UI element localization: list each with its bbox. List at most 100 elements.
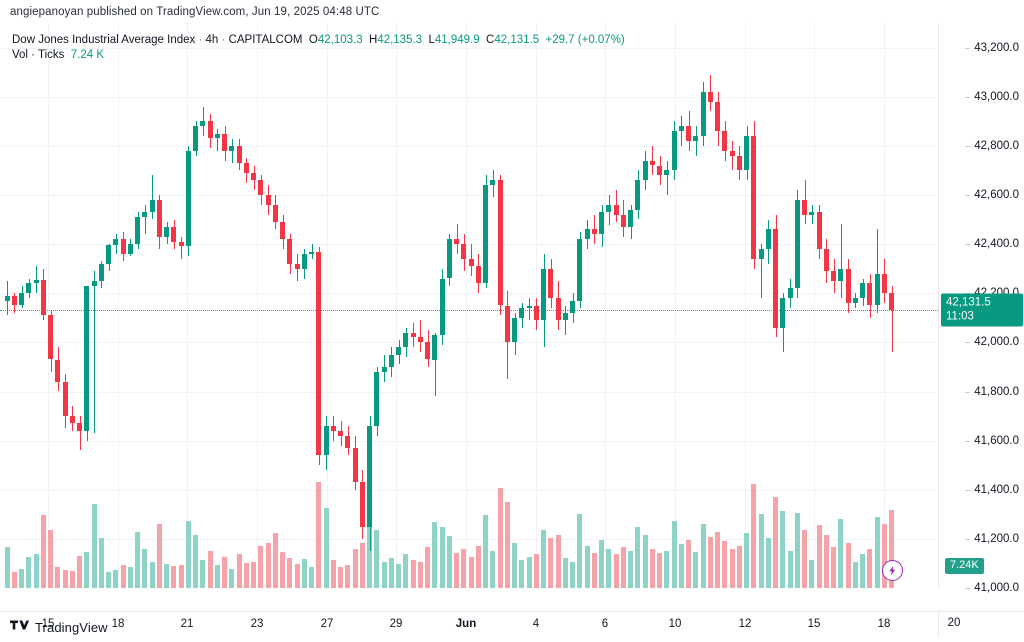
candle-body	[62, 381, 68, 417]
legend-open-value: 42,103.3	[317, 34, 363, 46]
candle-body	[809, 212, 815, 215]
volume-bar	[149, 562, 155, 588]
price-axis-tick: 42,000.0	[965, 336, 1019, 348]
volume-bar	[156, 524, 162, 588]
candle-body	[185, 150, 191, 247]
price-scale[interactable]: 43,200.0 43,000.0 42,800.0 42,600.0 42,400.0…	[938, 23, 1024, 594]
candle-body	[265, 195, 271, 205]
candle-body	[744, 136, 749, 171]
volume-bar	[4, 546, 10, 588]
vertical-gridline	[48, 23, 49, 588]
horizontal-gridline	[0, 342, 938, 344]
volume-bar	[287, 557, 293, 588]
price-tick-dash	[965, 47, 971, 49]
candle-wick	[456, 224, 458, 254]
volume-bar	[91, 503, 97, 588]
candle-body	[142, 212, 148, 218]
candle-body	[323, 425, 329, 456]
candle-body	[403, 332, 409, 348]
volume-bar	[164, 564, 169, 588]
candle-body	[541, 268, 546, 321]
vertical-gridline	[675, 23, 676, 588]
candle-body	[606, 204, 612, 213]
legend-close-tag: C	[486, 34, 495, 46]
price-tick-dash	[965, 489, 971, 491]
lightning-bolt-icon[interactable]	[881, 560, 903, 581]
horizontal-gridline	[0, 440, 938, 442]
vertical-gridline	[257, 23, 258, 588]
candle-wick	[217, 128, 219, 151]
volume-bar	[519, 559, 525, 588]
horizontal-gridline	[0, 195, 938, 196]
volume-bar	[678, 543, 684, 588]
candle-body	[200, 121, 206, 127]
candle-wick	[434, 332, 436, 397]
volume-bar	[265, 542, 271, 588]
candle-body	[316, 251, 322, 456]
candle-body	[867, 283, 873, 306]
volume-bar	[193, 534, 198, 588]
candle-body	[722, 131, 728, 151]
volume-bar	[599, 540, 604, 588]
candle-body	[446, 239, 452, 279]
candle-body	[4, 295, 10, 301]
candle-body	[773, 229, 778, 328]
candle-body	[135, 217, 140, 245]
candle-body	[91, 280, 97, 286]
time-scale[interactable]: 15 18 21 23 27 29 Jun 4 6 10 12 15 18	[0, 611, 938, 638]
candle-body	[548, 268, 554, 299]
candle-wick	[152, 175, 153, 220]
volume-bar	[736, 545, 742, 588]
candle-wick	[652, 145, 654, 176]
legend-interval[interactable]: 4h	[205, 34, 219, 46]
candle-body	[338, 430, 343, 436]
candle-body	[417, 337, 423, 343]
volume-bar	[403, 554, 409, 588]
candle-body	[294, 263, 300, 269]
volume-bar	[214, 565, 220, 588]
volume-bar	[831, 546, 836, 588]
legend-separator-1: ·	[198, 34, 203, 46]
vertical-gridline	[187, 23, 188, 588]
candle-body	[236, 145, 242, 163]
vertical-gridline	[884, 23, 885, 588]
volume-value-label[interactable]: 7.24K	[945, 558, 984, 574]
volume-bar	[11, 571, 17, 588]
chart-plot-area[interactable]	[0, 23, 938, 588]
volume-bar	[294, 564, 300, 588]
volume-bar	[454, 553, 459, 588]
time-axis-tick: 18	[877, 618, 891, 630]
candle-body	[11, 295, 17, 306]
candle-body	[787, 288, 793, 299]
candle-body	[156, 199, 162, 237]
volume-bar	[84, 552, 90, 588]
candle-body	[693, 136, 699, 141]
volume-bar	[751, 484, 757, 588]
tradingview-logo-icon	[10, 618, 29, 636]
candle-body	[613, 204, 619, 215]
candle-body	[33, 279, 39, 284]
candle-body	[280, 222, 285, 240]
legend-volume-value: 7.24 K	[70, 49, 105, 61]
candle-body	[751, 136, 757, 259]
candle-body	[229, 145, 235, 151]
volume-bar	[388, 557, 394, 588]
horizontal-gridline	[0, 96, 938, 98]
footer-branding: TradingView	[10, 618, 108, 636]
volume-bar	[541, 529, 546, 588]
last-price-line	[0, 310, 938, 311]
time-axis-tick: 6	[601, 618, 609, 630]
byline-text: angiepanoyan published on TradingView.co…	[10, 6, 380, 18]
price-axis-tick: 41,400.0	[965, 484, 1019, 496]
last-price-label[interactable]: 42,131.5 11:03	[941, 293, 1023, 327]
time-axis-tick: 4	[532, 618, 540, 630]
candle-body	[113, 239, 119, 246]
candle-body	[272, 204, 278, 222]
legend-symbol[interactable]: Dow Jones Industrial Average Index	[12, 34, 196, 46]
price-tick-dash	[965, 391, 971, 393]
volume-bar	[570, 562, 575, 588]
candle-wick	[311, 244, 313, 259]
vertical-gridline	[327, 23, 328, 588]
volume-bar	[338, 567, 343, 588]
